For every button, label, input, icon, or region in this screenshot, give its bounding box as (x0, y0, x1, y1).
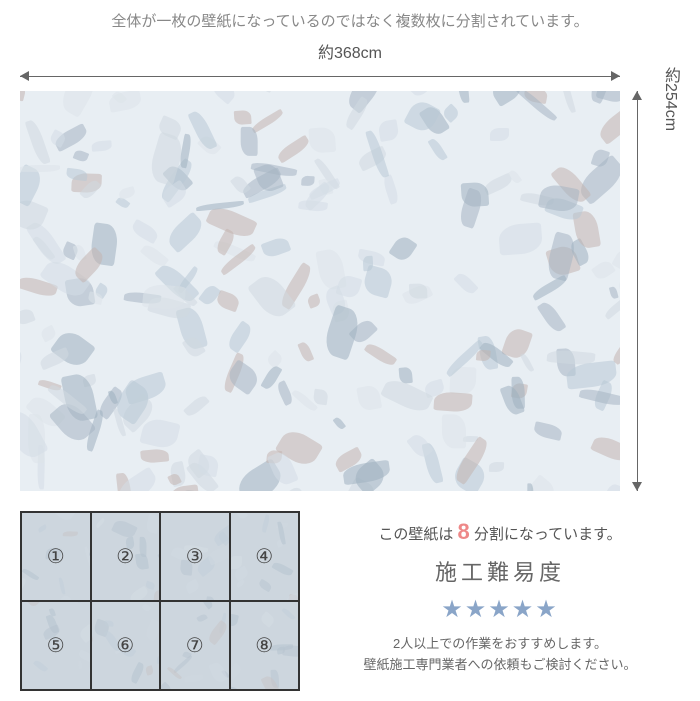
grid-cell-label: ② (116, 544, 134, 569)
split-info-text: この壁紙は 8 分割になっています。 (320, 519, 680, 545)
split-suffix: 分割になっています。 (470, 526, 622, 543)
description-text: 全体が一枚の壁紙になっているのではなく複数枚に分割されています。 (20, 10, 680, 31)
grid-cell-label: ⑦ (186, 633, 204, 658)
grid-cell-label: ④ (255, 544, 273, 569)
info-panel: この壁紙は 8 分割になっています。 施工難易度 ★★★★★ 2人以上での作業を… (320, 511, 680, 676)
grid-cell-4: ④ (230, 512, 300, 601)
grid-cell-7: ⑦ (160, 601, 230, 690)
height-arrow (628, 91, 646, 491)
grid-cell-label: ① (47, 544, 65, 569)
grid-cell-label: ⑧ (255, 633, 273, 658)
product-image (20, 91, 620, 491)
grid-cell-3: ③ (160, 512, 230, 601)
split-count: 8 (458, 519, 470, 544)
width-label: 約368cm (20, 39, 680, 63)
width-arrow (20, 67, 620, 85)
grid-cell-label: ③ (186, 544, 204, 569)
note-line-1: 2人以上での作業をおすすめします。 (320, 634, 680, 655)
split-prefix: この壁紙は (378, 526, 457, 543)
grid-cell-label: ⑤ (47, 633, 65, 658)
note-line-2: 壁紙施工専門業者への依頼もご検討ください。 (320, 655, 680, 676)
arrow-left-icon (20, 71, 29, 81)
height-label: 約254cm (658, 67, 682, 131)
grid-cell-8: ⑧ (230, 601, 300, 690)
grid-cell-6: ⑥ (91, 601, 161, 690)
panel-grid-thumbnail: ① ② ③ ④ ⑤ ⑥ ⑦ ⑧ (20, 511, 300, 691)
main-product-area: 約254cm (20, 67, 680, 491)
arrow-bottom-icon (632, 482, 642, 491)
grid-cell-2: ② (91, 512, 161, 601)
difficulty-stars: ★★★★★ (320, 595, 680, 624)
bottom-section: ① ② ③ ④ ⑤ ⑥ ⑦ ⑧ この壁紙は 8 分割になっています。 施工難易度 ★★★★★ … (20, 511, 680, 691)
arrow-top-icon (632, 91, 642, 100)
grid-cell-label: ⑥ (116, 633, 134, 658)
arrow-right-icon (611, 71, 620, 81)
difficulty-title: 施工難易度 (320, 555, 680, 587)
grid-cell-1: ① (21, 512, 91, 601)
grid-cell-5: ⑤ (21, 601, 91, 690)
